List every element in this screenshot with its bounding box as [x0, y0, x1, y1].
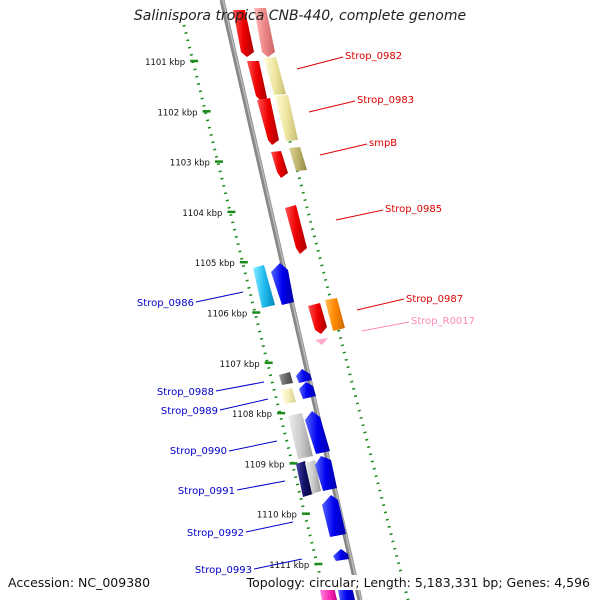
tick-label: 1110 kbp	[257, 511, 297, 521]
gene-feature[interactable]	[285, 205, 307, 254]
gene-feature[interactable]	[275, 95, 298, 141]
topology-label: Topology: circular; Length: 5,183,331 bp…	[246, 575, 590, 590]
gene-feature[interactable]	[315, 338, 328, 345]
gene-label-strop_0983[interactable]: Strop_0983	[357, 95, 414, 106]
gene-feature[interactable]	[305, 460, 321, 494]
gene-feature[interactable]	[279, 372, 293, 385]
gene-feature[interactable]	[338, 587, 355, 600]
gene-label-strop_0986[interactable]: Strop_0986	[137, 298, 194, 309]
gene-label-strop_0987[interactable]: Strop_0987	[406, 294, 463, 305]
tick-label: 1104 kbp	[182, 209, 222, 219]
page-title: Salinispora tropica CNB-440, complete ge…	[133, 8, 467, 24]
gene-feature[interactable]	[288, 413, 313, 459]
gene-feature[interactable]	[281, 388, 296, 404]
gene-feature[interactable]	[271, 263, 294, 305]
gene-feature[interactable]	[325, 298, 345, 331]
gene-feature[interactable]	[233, 10, 254, 57]
tick-label: 1101 kbp	[145, 58, 185, 68]
gene-feature[interactable]	[247, 61, 267, 102]
tick-marks: 1101 kbp 1102 kbp 1103 kbp 1104 kbp 1105 kbp…	[145, 58, 323, 571]
tick-label: 1111 kbp	[269, 561, 309, 571]
gene-feature[interactable]	[289, 147, 307, 171]
left-tick-ring	[182, 24, 328, 600]
tick-label: 1102 kbp	[157, 108, 197, 118]
tick-label: 1109 kbp	[244, 460, 284, 470]
accession-label: Accession: NC_009380	[8, 575, 151, 590]
gene-feature[interactable]	[296, 461, 313, 497]
gene-label-strop_0991[interactable]: Strop_0991	[178, 486, 235, 497]
gene-feature[interactable]	[305, 411, 330, 454]
gene-feature[interactable]	[253, 265, 275, 308]
gene-feature[interactable]	[333, 549, 349, 561]
gene-label-strop_r0017[interactable]: Strop_R0017	[411, 316, 475, 327]
gene-feature[interactable]	[254, 8, 275, 57]
gene-label-strop_0985[interactable]: Strop_0985	[385, 204, 442, 215]
tick-label: 1107 kbp	[220, 360, 260, 370]
gene-feature[interactable]	[308, 303, 327, 334]
gene-feature[interactable]	[320, 587, 337, 600]
tick-label: 1105 kbp	[195, 259, 235, 269]
gene-label-strop_0993[interactable]: Strop_0993	[195, 565, 252, 576]
gene-feature[interactable]	[299, 382, 316, 399]
gene-label-strop_0989[interactable]: Strop_0989	[161, 406, 218, 417]
gene-feature[interactable]	[296, 369, 312, 383]
gene-labels: Strop_0982 Strop_0983 smpB Strop_0985 Strop_…	[137, 51, 475, 576]
gene-features	[233, 8, 355, 600]
gene-label-strop_0992[interactable]: Strop_0992	[187, 528, 244, 539]
gene-feature[interactable]	[322, 495, 346, 537]
gene-label-smpb[interactable]: smpB	[369, 138, 397, 149]
gene-feature[interactable]	[257, 98, 279, 145]
tick-label: 1103 kbp	[170, 159, 210, 169]
gene-label-strop_0988[interactable]: Strop_0988	[157, 387, 214, 398]
tick-label: 1108 kbp	[232, 410, 272, 420]
gene-label-strop_0982[interactable]: Strop_0982	[345, 51, 402, 62]
gene-label-strop_0990[interactable]: Strop_0990	[170, 446, 227, 457]
gene-leader-lines	[195, 56, 410, 570]
tick-label: 1106 kbp	[207, 310, 247, 320]
gene-feature[interactable]	[264, 57, 286, 95]
gene-feature[interactable]	[315, 456, 337, 491]
gene-feature[interactable]	[271, 151, 288, 178]
